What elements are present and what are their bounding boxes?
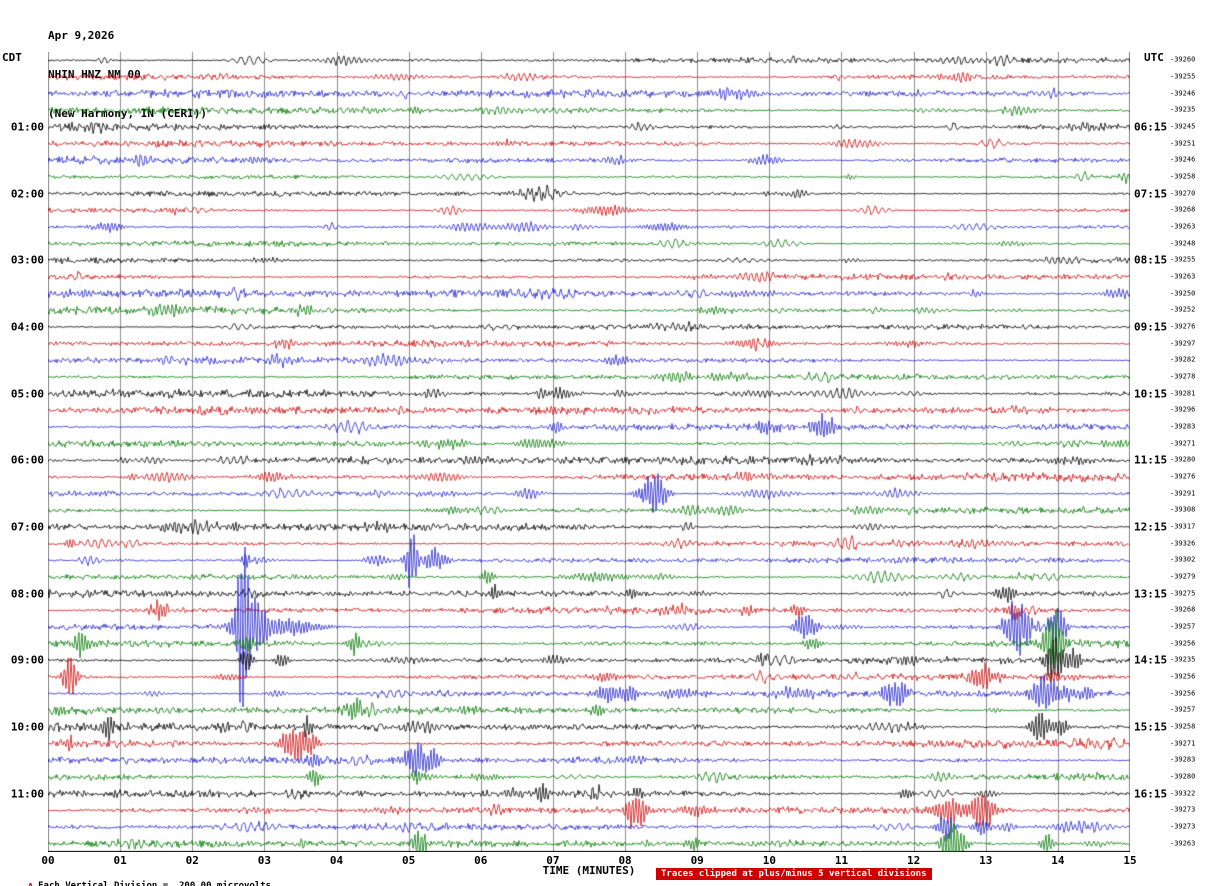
x-tick-label: 14 [1051,854,1065,867]
trace-offset-value: -39302 [1170,555,1196,564]
seismogram-canvas [48,52,1130,852]
right-time-label: 16:15 [1134,787,1168,801]
x-tick-label: 04 [329,854,344,867]
left-time-label: 06:00 [10,453,44,467]
trace-offset-value: -39258 [1170,722,1196,731]
x-tick-label: 12 [906,854,921,867]
left-time-label: 11:00 [10,787,44,801]
trace-offset-value: -39255 [1170,72,1196,81]
trace-offset-value: -39278 [1170,372,1196,381]
left-time-label: 08:00 [10,587,44,601]
trace-offset-value: -39283 [1170,755,1196,764]
trace-offset-value: -39273 [1170,805,1196,814]
x-tick-label: 03 [257,854,272,867]
footer-clip-note: Traces clipped at plus/minus 5 vertical … [656,868,932,880]
left-time-label: 05:00 [10,387,44,401]
left-time-label: 09:00 [10,653,44,667]
trace-offset-value: -39276 [1170,472,1196,481]
x-tick-label: 06 [474,854,488,867]
trace-offset-value: -39279 [1170,572,1196,581]
trace-offset-value: -39283 [1170,422,1196,431]
trace-offset-value: -39252 [1170,305,1196,314]
trace-offset-value: -39245 [1170,122,1196,131]
trace-offset-value: -39246 [1170,155,1196,164]
footer-scale-note: ʌ Each Vertical Division = 200.00 microvo… [6,871,271,886]
trace-offset-value: -39281 [1170,389,1196,398]
trace-offset-value: -39271 [1170,439,1196,448]
header-date: Apr 9,2026 [48,29,115,42]
scale-marker-icon: ʌ [27,881,34,886]
trace-offset-value: -39260 [1170,55,1196,64]
x-tick-label: 01 [113,854,127,867]
right-axis-title: UTC [1144,51,1164,64]
right-time-label: 08:15 [1134,253,1168,267]
trace-offset-value: -39263 [1170,222,1196,231]
trace-offset-value: -39280 [1170,772,1196,781]
right-time-label: 10:15 [1134,387,1168,401]
x-tick-label: 13 [979,854,993,867]
right-time-label: 14:15 [1134,653,1168,667]
x-tick-label: 09 [690,854,704,867]
trace-offset-value: -39235 [1170,655,1196,664]
x-tick-label: 02 [185,854,199,867]
trace-offset-value: -39255 [1170,255,1196,264]
trace-offset-value: -39271 [1170,739,1196,748]
trace-offset-value: -39297 [1170,339,1196,348]
left-time-label: 03:00 [10,253,44,267]
trace-offset-value: -39258 [1170,172,1196,181]
trace-offset-value: -39282 [1170,355,1196,364]
right-time-label: 09:15 [1134,320,1168,334]
right-time-label: 07:15 [1134,187,1168,201]
trace-offset-value: -39273 [1170,822,1196,831]
trace-offset-value: -39268 [1170,205,1196,214]
trace-offset-value: -39250 [1170,289,1196,298]
trace-offset-value: -39308 [1170,505,1196,514]
trace-offset-value: -39256 [1170,639,1196,648]
trace-offset-value: -39291 [1170,489,1196,498]
left-axis-title: CDT [2,51,22,64]
left-time-label: 10:00 [10,720,44,734]
footer-scale-text: Each Vertical Division = 200.00 microvol… [38,881,272,886]
trace-offset-value: -39257 [1170,622,1196,631]
trace-offset-value: -39296 [1170,405,1196,414]
x-tick-label: 15 [1123,854,1137,867]
x-tick-label: 07 [546,854,560,867]
right-time-label: 12:15 [1134,520,1168,534]
x-tick-label: 00 [41,854,55,867]
x-tick-label: 08 [618,854,632,867]
trace-offset-value: -39263 [1170,839,1196,848]
trace-offset-value: -39326 [1170,539,1196,548]
trace-offset-value: -39248 [1170,239,1196,248]
right-time-label: 13:15 [1134,587,1168,601]
x-tick-label: 10 [762,854,776,867]
x-axis-title: TIME (MINUTES) [542,864,636,877]
trace-offset-value: -39257 [1170,705,1196,714]
left-time-label: 04:00 [10,320,44,334]
left-time-label: 01:00 [10,120,44,134]
trace-offset-value: -39322 [1170,789,1196,798]
x-tick-label: 11 [834,854,849,867]
trace-offset-value: -39270 [1170,189,1196,198]
right-time-label: 06:15 [1134,120,1168,134]
right-time-label: 15:15 [1134,720,1168,734]
trace-offset-value: -39276 [1170,322,1196,331]
trace-offset-value: -39251 [1170,139,1196,148]
left-time-label: 02:00 [10,187,44,201]
trace-offset-value: -39275 [1170,589,1196,598]
trace-offset-value: -39317 [1170,522,1196,531]
trace-offset-value: -39268 [1170,605,1196,614]
trace-offset-value: -39256 [1170,689,1196,698]
trace-offset-value: -39256 [1170,672,1196,681]
x-tick-label: 05 [402,854,416,867]
trace-offset-value: -39280 [1170,455,1196,464]
trace-offset-value: -39235 [1170,105,1196,114]
trace-offset-value: -39246 [1170,89,1196,98]
right-time-label: 11:15 [1134,453,1168,467]
trace-offset-value: -39263 [1170,272,1196,281]
left-time-label: 07:00 [10,520,44,534]
